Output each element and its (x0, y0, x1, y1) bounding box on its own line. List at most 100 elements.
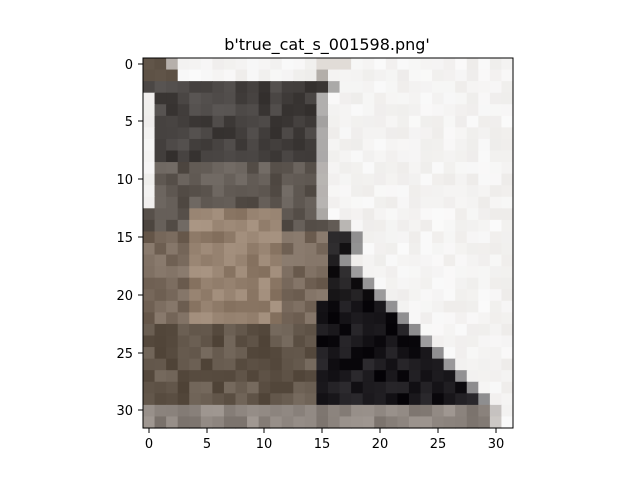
image-pixel (432, 312, 445, 325)
image-pixel (200, 323, 213, 337)
image-pixel (443, 393, 456, 406)
image-pixel (374, 127, 387, 140)
image-pixel (455, 92, 468, 105)
image-pixel (408, 416, 422, 429)
image-pixel (478, 254, 491, 267)
image-pixel (385, 219, 398, 233)
image-pixel (455, 393, 468, 406)
image-pixel (374, 162, 387, 175)
image-pixel (385, 416, 398, 429)
image-pixel (489, 404, 503, 418)
image-pixel (235, 58, 248, 71)
image-pixel (223, 323, 237, 337)
image-pixel (247, 219, 260, 233)
image-pixel (420, 127, 433, 140)
image-pixel (293, 150, 306, 163)
image-pixel (304, 277, 318, 290)
image-pixel (200, 208, 213, 221)
image-pixel (293, 208, 306, 221)
image-pixel (316, 104, 329, 117)
image-pixel (235, 104, 248, 117)
image-pixel (189, 81, 202, 94)
image-pixel (501, 416, 514, 429)
image-pixel (177, 416, 190, 429)
image-pixel (420, 323, 433, 337)
y-tick-label: 10 (116, 173, 133, 188)
image-pixel (351, 104, 364, 117)
image-pixel (200, 115, 213, 128)
image-pixel (304, 335, 318, 348)
image-pixel (270, 277, 283, 290)
image-pixel (212, 266, 225, 279)
image-pixel (293, 196, 306, 209)
image-pixel (385, 277, 398, 290)
image-pixel (200, 381, 213, 394)
image-pixel (501, 277, 514, 290)
image-pixel (339, 173, 352, 186)
image-pixel (212, 58, 225, 71)
image-pixel (443, 370, 456, 383)
image-pixel (154, 231, 167, 244)
image-pixel (455, 277, 468, 290)
image-pixel (443, 347, 456, 360)
image-pixel (200, 150, 213, 163)
image-pixel (489, 300, 503, 313)
image-pixel (362, 173, 375, 186)
image-pixel (397, 370, 410, 383)
image-pixel (166, 300, 179, 313)
image-pixel (420, 370, 433, 383)
image-pixel (316, 58, 329, 71)
image-pixel (247, 81, 260, 94)
image-pixel (501, 104, 514, 117)
image-pixel (466, 404, 479, 418)
image-pixel (455, 254, 468, 267)
image-pixel (385, 370, 398, 383)
image-pixel (293, 219, 306, 233)
image-pixel (328, 104, 341, 117)
image-pixel (408, 81, 422, 94)
image-pixel (270, 69, 283, 82)
image-pixel (304, 404, 318, 418)
image-pixel (223, 58, 237, 71)
image-pixel (223, 92, 237, 105)
image-pixel (478, 81, 491, 94)
image-pixel (270, 92, 283, 105)
image-pixel (455, 335, 468, 348)
image-pixel (397, 92, 410, 105)
image-pixel (455, 404, 468, 418)
image-pixel (478, 289, 491, 302)
image-pixel (304, 115, 318, 128)
image-pixel (235, 243, 248, 256)
image-pixel (281, 254, 294, 267)
image-pixel (374, 416, 387, 429)
image-pixel (351, 381, 364, 394)
image-pixel (223, 69, 237, 82)
image-pixel (258, 404, 271, 418)
image-pixel (200, 138, 213, 152)
image-pixel (385, 335, 398, 348)
image-pixel (432, 323, 445, 337)
image-pixel (258, 323, 271, 337)
image-pixel (408, 208, 422, 221)
image-pixel (397, 196, 410, 209)
image-pixel (293, 393, 306, 406)
image-pixel (270, 196, 283, 209)
image-pixel (270, 393, 283, 406)
image-pixel (478, 393, 491, 406)
image-pixel (281, 138, 294, 152)
image-pixel (455, 173, 468, 186)
image-pixel (443, 150, 456, 163)
image-pixel (374, 335, 387, 348)
image-pixel (258, 416, 271, 429)
image-pixel (362, 150, 375, 163)
image-pixel (189, 300, 202, 313)
image-pixel (501, 69, 514, 82)
image-pixel (351, 185, 364, 198)
image-pixel (189, 404, 202, 418)
image-pixel (351, 115, 364, 128)
image-pixel (212, 185, 225, 198)
image-pixel (362, 115, 375, 128)
image-pixel (154, 162, 167, 175)
image-pixel (258, 127, 271, 140)
